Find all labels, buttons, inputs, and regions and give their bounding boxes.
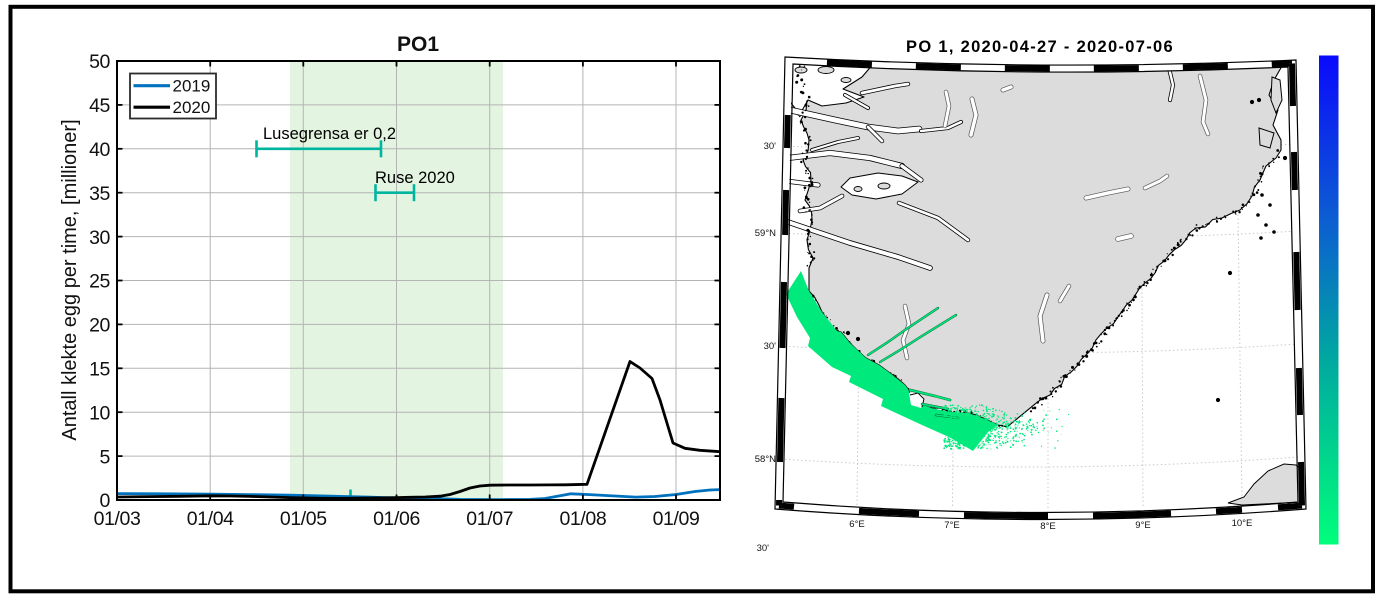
svg-text:59°N: 59°N [755, 228, 776, 239]
svg-text:8°E: 8°E [1040, 521, 1055, 532]
svg-text:01/05: 01/05 [280, 508, 327, 530]
svg-text:2020: 2020 [173, 98, 211, 117]
svg-text:50: 50 [89, 51, 110, 73]
svg-text:01/08: 01/08 [559, 508, 606, 530]
svg-text:45: 45 [89, 95, 110, 117]
svg-text:10: 10 [89, 402, 110, 424]
svg-text:30': 30' [764, 141, 777, 152]
svg-text:25: 25 [89, 271, 110, 293]
svg-text:PO1: PO1 [397, 33, 439, 56]
svg-text:30': 30' [757, 543, 770, 554]
svg-text:01/09: 01/09 [653, 508, 700, 530]
svg-text:20: 20 [89, 315, 110, 337]
svg-text:PO 1, 2020-04-27 - 2020-07-06: PO 1, 2020-04-27 - 2020-07-06 [906, 38, 1174, 56]
svg-text:58°N: 58°N [755, 454, 776, 465]
svg-text:2019: 2019 [173, 77, 211, 96]
svg-text:Ruse 2020: Ruse 2020 [375, 169, 455, 187]
svg-text:15: 15 [89, 359, 110, 381]
svg-text:7°E: 7°E [944, 520, 959, 531]
svg-text:6°E: 6°E [849, 519, 864, 530]
svg-text:30': 30' [764, 341, 777, 352]
svg-text:Lusegrensa er 0,2: Lusegrensa er 0,2 [263, 125, 396, 143]
svg-text:01/04: 01/04 [187, 508, 234, 530]
svg-text:10°E: 10°E [1232, 518, 1253, 529]
svg-text:01/03: 01/03 [94, 508, 141, 530]
svg-text:Antall klekte egg per time, [m: Antall klekte egg per time, [millioner] [59, 119, 81, 440]
svg-text:0: 0 [100, 490, 111, 512]
svg-text:01/06: 01/06 [373, 508, 420, 530]
svg-text:35: 35 [89, 183, 110, 205]
svg-text:9°E: 9°E [1135, 520, 1150, 531]
svg-text:40: 40 [89, 139, 110, 161]
svg-text:30: 30 [89, 227, 110, 249]
svg-text:01/07: 01/07 [466, 508, 513, 530]
svg-text:5: 5 [100, 446, 111, 468]
